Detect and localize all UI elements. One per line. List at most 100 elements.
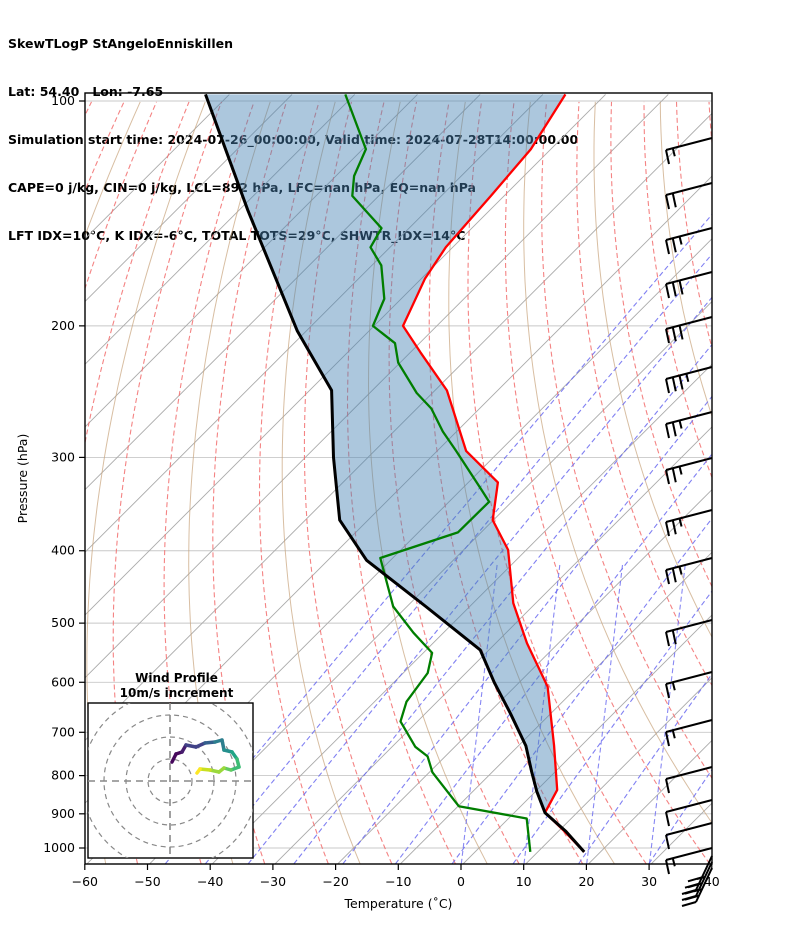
wind-barb bbox=[681, 867, 713, 907]
hodograph-trace-segment bbox=[195, 767, 202, 775]
moist-adiabat-line bbox=[523, 564, 561, 864]
x-tick-label: −50 bbox=[134, 874, 160, 889]
hodograph-subtitle: 10m/s increment bbox=[120, 686, 234, 700]
isotherm-line bbox=[274, 426, 712, 864]
isotherm-line bbox=[462, 614, 712, 864]
dry-adiabat-red-dashed bbox=[388, 101, 520, 864]
dry-adiabat-red-dashed bbox=[85, 101, 92, 117]
mixing-ratio-line bbox=[204, 253, 712, 864]
dry-adiabat-tan bbox=[659, 101, 712, 418]
dry-adiabat-tan bbox=[523, 101, 712, 824]
y-tick-label: 100 bbox=[51, 93, 75, 108]
mixing-ratio-line bbox=[342, 395, 712, 864]
wind-barb bbox=[665, 766, 713, 794]
y-axis-title: Pressure (hPa) bbox=[15, 434, 30, 524]
y-tick-label: 1000 bbox=[43, 840, 75, 855]
y-tick-label: 800 bbox=[51, 768, 75, 783]
isotherm-line bbox=[588, 739, 712, 864]
isotherm-line bbox=[650, 802, 712, 864]
dry-adiabat-tan bbox=[448, 101, 615, 864]
wind-barb bbox=[665, 227, 713, 255]
dry-adiabat-red-dashed bbox=[742, 102, 794, 864]
x-tick-label: −20 bbox=[322, 874, 348, 889]
dry-adiabat-tan bbox=[85, 101, 141, 237]
wind-barb bbox=[665, 822, 713, 850]
y-tick-label: 500 bbox=[51, 615, 75, 630]
y-tick-label: 600 bbox=[51, 674, 75, 689]
plot-title: SkewTLogP StAngeloEnniskillen bbox=[8, 36, 233, 51]
temperature-curve bbox=[401, 93, 586, 853]
wind-barb bbox=[665, 557, 713, 585]
mixing-ratio-line bbox=[578, 673, 712, 864]
dry-adiabat-tan bbox=[593, 101, 712, 639]
wind-barb bbox=[665, 799, 713, 827]
mixing-ratio-line bbox=[395, 453, 712, 864]
moist-adiabat-line bbox=[586, 564, 624, 864]
mixing-ratio-line bbox=[648, 768, 712, 864]
parcel-curve bbox=[204, 93, 586, 853]
x-tick-label: 10 bbox=[516, 874, 532, 889]
y-tick-label: 300 bbox=[51, 449, 75, 464]
x-tick-label: −10 bbox=[385, 874, 411, 889]
mixing-ratio-line bbox=[247, 296, 712, 864]
wind-barb bbox=[665, 509, 713, 537]
dry-adiabat-red-dashed bbox=[428, 101, 584, 864]
wind-barb bbox=[665, 182, 713, 210]
moist-adiabat-line bbox=[648, 564, 686, 864]
isotherm-line bbox=[85, 94, 481, 491]
wind-barb bbox=[665, 366, 713, 394]
isotherm-line bbox=[212, 363, 712, 864]
isotherm-line bbox=[525, 677, 712, 864]
dry-adiabat-red-dashed bbox=[708, 101, 712, 149]
wind-barb bbox=[665, 457, 713, 485]
wind-barb bbox=[665, 411, 713, 439]
x-tick-label: 30 bbox=[641, 874, 657, 889]
lat-lon-line: Lat: 54.40 Lon: -7.65 bbox=[8, 84, 164, 99]
dry-adiabat-tan bbox=[367, 101, 488, 864]
mixing-ratio-line bbox=[723, 102, 794, 864]
mixing-ratio-line bbox=[451, 517, 712, 864]
wind-barb bbox=[665, 619, 713, 647]
isotherm-line bbox=[400, 551, 712, 864]
x-tick-label: 0 bbox=[457, 874, 465, 889]
hodograph-ring bbox=[147, 758, 193, 804]
y-tick-label: 200 bbox=[51, 318, 75, 333]
cape-line: CAPE=0 j/kg, CIN=0 j/kg, LCL=892 hPa, LF… bbox=[8, 180, 476, 195]
isotherm-line bbox=[85, 94, 606, 616]
dry-adiabat-red-dashed bbox=[467, 101, 647, 864]
dry-adiabat-red-dashed bbox=[774, 102, 794, 864]
isotherm-line bbox=[85, 94, 544, 553]
wind-barb bbox=[665, 847, 713, 875]
dry-adiabat-tan bbox=[725, 102, 794, 864]
x-tick-label: −30 bbox=[260, 874, 286, 889]
isotherm-line bbox=[337, 488, 712, 864]
dry-adiabat-tan bbox=[281, 101, 361, 864]
x-tick-label: 20 bbox=[578, 874, 594, 889]
moist-adiabat-line bbox=[460, 564, 498, 864]
dry-adiabat-red-dashed bbox=[541, 101, 712, 780]
moist-adiabat-line bbox=[711, 860, 712, 864]
x-tick-label: −40 bbox=[197, 874, 223, 889]
dry-adiabat-red-dashed bbox=[643, 101, 712, 479]
dewpoint-curve bbox=[344, 93, 532, 853]
isotherm-line bbox=[85, 94, 230, 240]
cin-shading bbox=[205, 94, 585, 852]
mixing-ratio-line bbox=[512, 590, 712, 864]
isotherm-line bbox=[85, 94, 669, 679]
wind-barb bbox=[665, 271, 713, 299]
isotherm-line bbox=[85, 94, 356, 365]
wind-barb bbox=[665, 137, 713, 165]
wind-barb bbox=[665, 671, 713, 699]
mixing-ratio-line bbox=[293, 343, 712, 864]
x-axis-title: Temperature (˚C) bbox=[344, 896, 453, 911]
y-tick-label: 700 bbox=[51, 724, 75, 739]
wind-barb bbox=[665, 719, 713, 747]
isotherm-line bbox=[85, 94, 293, 303]
plot-area bbox=[85, 93, 794, 864]
y-tick-label: 900 bbox=[51, 806, 75, 821]
dry-adiabat-red-dashed bbox=[303, 101, 393, 864]
hodograph-title: Wind Profile bbox=[135, 671, 218, 685]
